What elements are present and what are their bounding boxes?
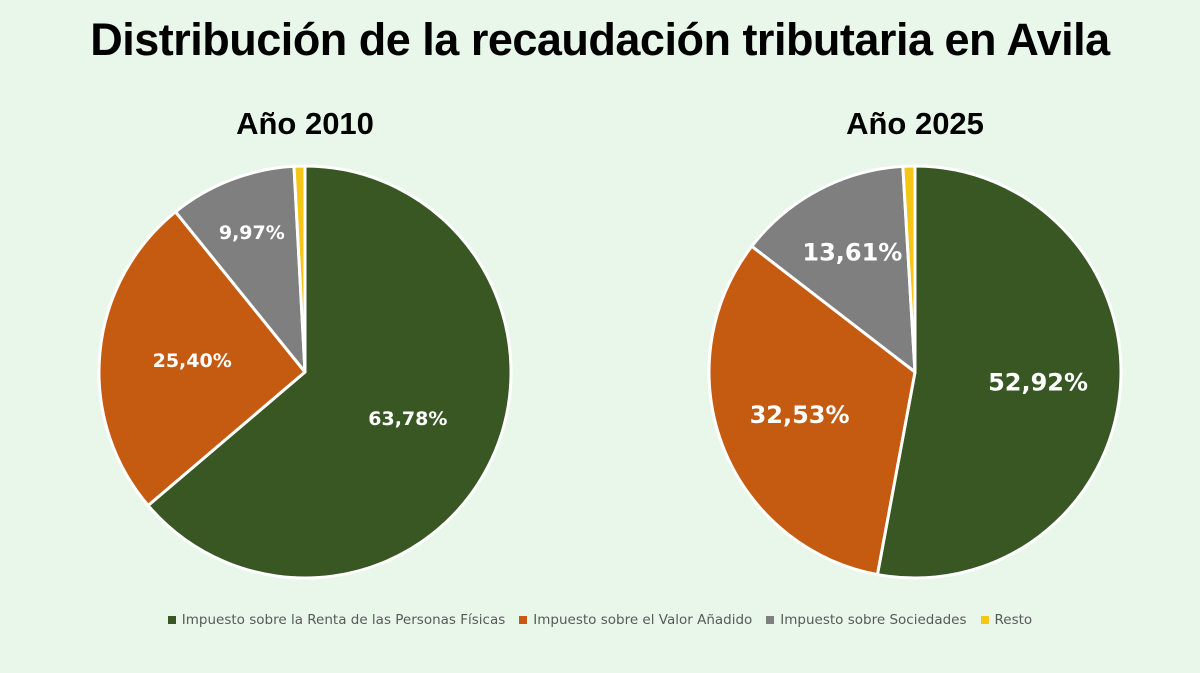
pie-slice-1-irpf	[875, 164, 1123, 580]
pie-slice-1-iva	[707, 244, 917, 577]
legend-label-sociedades: Impuesto sobre Sociedades	[780, 612, 967, 628]
pie-slice-0-iva	[97, 210, 307, 507]
legend-swatch-sociedades	[766, 616, 775, 624]
legend-item-sociedades: Impuesto sobre Sociedades	[766, 612, 967, 628]
pie-chart-2010: 63,78% 25,40% 9,97%	[97, 164, 513, 580]
pie-slice-0-irpf	[146, 164, 513, 580]
legend-item-iva: Impuesto sobre el Valor Añadido	[519, 612, 752, 628]
legend-label-iva: Impuesto sobre el Valor Añadido	[533, 612, 753, 628]
pie-slice-0-resto	[292, 164, 307, 374]
legend-item-irpf: Impuesto sobre la Renta de las Personas …	[167, 612, 506, 628]
legend-label-irpf: Impuesto sobre la Renta de las Personas …	[181, 612, 506, 628]
slice-label-0-sociedades: 9,97%	[219, 222, 285, 244]
chart-title-2025: Año 2025	[846, 106, 984, 141]
chart-title-2010: Año 2010	[236, 106, 374, 141]
slice-label-1-iva: 32,53%	[750, 401, 850, 429]
legend-swatch-resto	[980, 616, 989, 624]
pie-slice-1-sociedades	[750, 164, 917, 374]
slice-label-1-irpf: 52,92%	[988, 368, 1088, 396]
legend-swatch-iva	[519, 616, 528, 624]
page-title: Distribución de la recaudación tributari…	[90, 14, 1110, 65]
legend-label-resto: Resto	[994, 612, 1033, 628]
legend-item-resto: Resto	[980, 612, 1033, 628]
legend-swatch-irpf	[167, 616, 176, 624]
pie-chart-2025: 52,92% 32,53% 13,61%	[707, 164, 1123, 580]
slice-label-0-iva: 25,40%	[153, 350, 232, 372]
slice-label-0-irpf: 63,78%	[368, 408, 447, 430]
pie-slice-0-sociedades	[173, 164, 307, 374]
pie-slice-1-resto	[901, 164, 917, 374]
slice-label-1-sociedades: 13,61%	[802, 239, 902, 267]
legend: Impuesto sobre la Renta de las Personas …	[0, 612, 1200, 628]
